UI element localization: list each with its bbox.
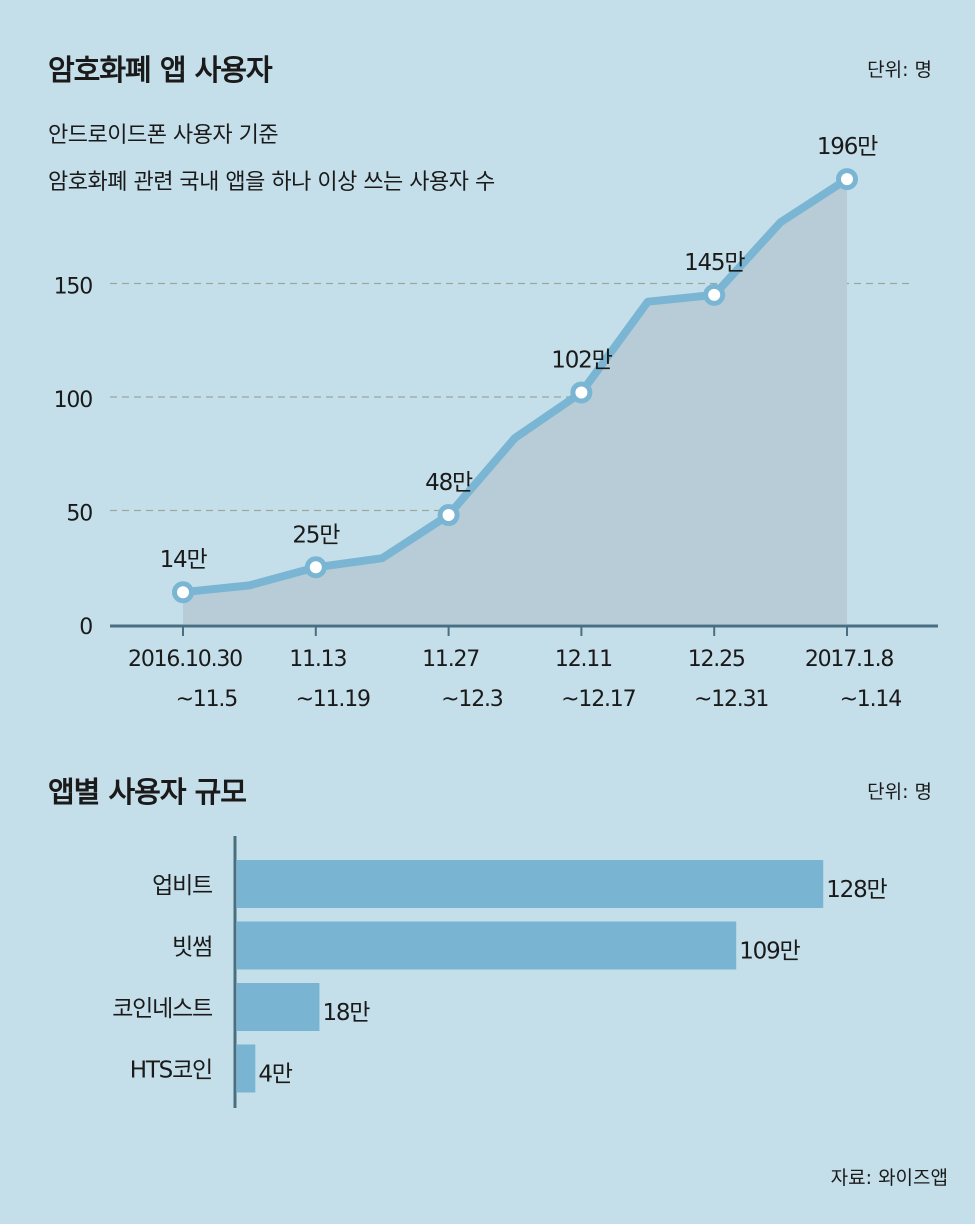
line-chart-title: 암호화폐 앱 사용자: [48, 53, 273, 87]
data-label-8: 145만: [684, 250, 745, 276]
x-tick-label-4-line2: ~12.3: [441, 687, 503, 712]
bar-category-label-1: 빗썸: [172, 935, 212, 961]
x-tick-label-8-line2: ~12.31: [694, 687, 768, 712]
data-label-4: 48만: [425, 470, 473, 496]
bar-value-label-0: 128만: [826, 877, 887, 903]
bar-3: [237, 1044, 256, 1093]
bar-category-label-2: 코인네스트: [112, 996, 212, 1022]
line-chart-subtitle-2: 암호화폐 관련 국내 앱을 하나 이상 쓰는 사용자 수: [48, 170, 495, 195]
data-point-8: [703, 283, 726, 306]
x-tick-label-2-line2: ~11.19: [296, 687, 370, 712]
area-fill: [183, 179, 847, 624]
data-label-2: 25만: [292, 522, 340, 548]
data-label-0: 14만: [160, 547, 208, 573]
x-tick-label-6-line1: 12.11: [555, 647, 612, 672]
bar-value-label-2: 18만: [322, 1000, 370, 1026]
bar-2: [237, 983, 320, 1031]
data-point-4: [437, 504, 460, 527]
data-point-10: [836, 168, 858, 191]
x-tick-label-8-line1: 12.25: [688, 647, 745, 672]
line-chart: 0 50 100 150 2016.10.30 ~11.5 11.13 ~11.19 11.27…: [54, 134, 938, 712]
line-chart-unit: 단위: 명: [867, 59, 932, 81]
data-point-6: [570, 381, 593, 404]
x-tick-label-10-line2: ~1.14: [840, 687, 902, 712]
bar-0: [237, 860, 824, 908]
data-label-10: 196만: [817, 134, 878, 160]
bar-category-label-3: HTS코인: [130, 1058, 212, 1084]
y-tick-label-150: 150: [54, 275, 93, 300]
bar-value-label-1: 109만: [739, 939, 800, 965]
x-tick-label-0-line1: 2016.10.30: [128, 647, 242, 672]
bar-value-label-3: 4만: [258, 1062, 292, 1088]
y-tick-label-100: 100: [54, 388, 93, 413]
bar-chart-unit: 단위: 명: [867, 781, 932, 803]
source-note: 자료: 와이즈앱: [831, 1167, 948, 1189]
x-tick-label-6-line2: ~12.17: [561, 687, 635, 712]
data-point-2: [304, 556, 327, 579]
data-point-0: [172, 581, 194, 604]
series-line: [179, 175, 851, 597]
bar-1: [237, 921, 737, 970]
y-tick-label-50: 50: [66, 502, 92, 527]
x-tick-label-0-line2: ~11.5: [176, 687, 238, 712]
y-tick-label-0: 0: [79, 615, 92, 640]
data-label-6: 102만: [551, 347, 612, 373]
bar-category-label-0: 업비트: [152, 873, 212, 899]
bar-chart-title: 앱별 사용자 규모: [48, 775, 246, 809]
x-tick-label-2-line1: 11.13: [289, 647, 346, 672]
line-chart-subtitle-1: 안드로이드폰 사용자 기준: [48, 123, 278, 148]
x-tick-label-10-line1: 2017.1.8: [805, 647, 894, 672]
x-tick-label-4-line1: 11.27: [422, 647, 479, 672]
